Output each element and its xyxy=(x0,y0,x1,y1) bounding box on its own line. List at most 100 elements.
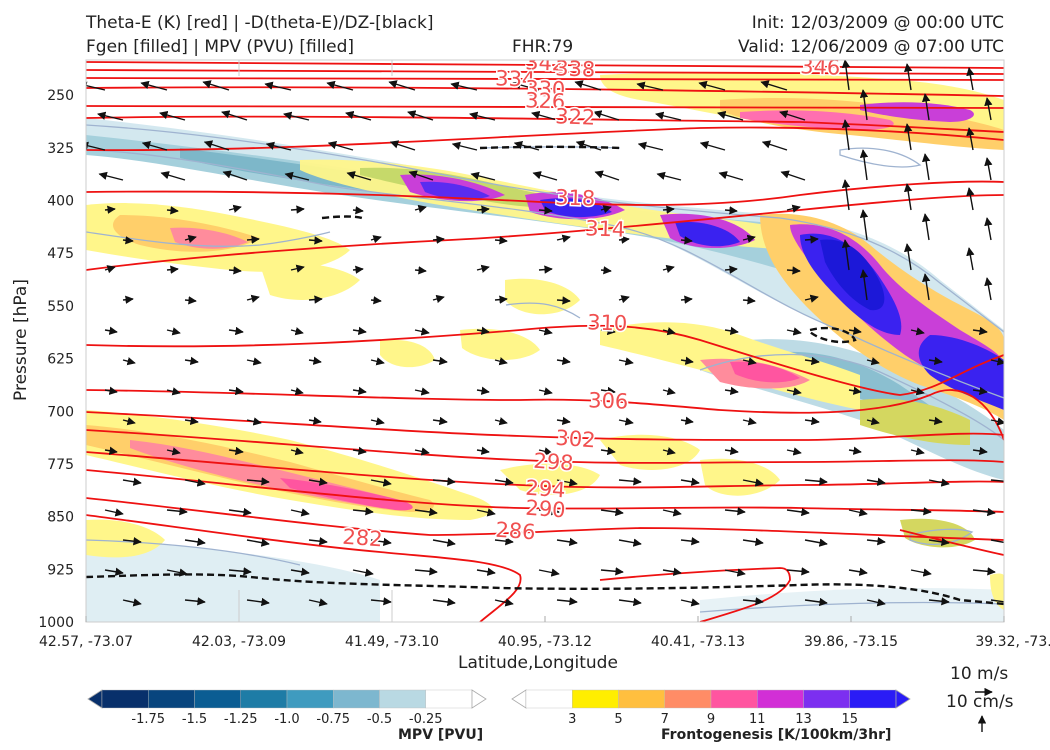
fgen-colorbar-swatch xyxy=(710,689,758,709)
wind-vector xyxy=(326,80,354,91)
wind-vector xyxy=(786,567,810,576)
wind-vector xyxy=(308,536,328,546)
fgen-colorbar-swatch xyxy=(572,689,619,709)
wind-vector xyxy=(662,567,682,576)
wind-vector xyxy=(346,171,372,181)
mpv-colorbar-tick: -1.75 xyxy=(131,712,165,727)
wind-vector xyxy=(389,140,416,151)
wind-vector xyxy=(494,477,514,486)
wind-vector xyxy=(966,187,975,211)
wind-vector xyxy=(538,206,553,215)
wind-vector xyxy=(414,447,430,456)
wind-vector xyxy=(283,111,310,121)
wind-vector xyxy=(476,264,490,273)
wind-vector xyxy=(246,597,270,607)
wind-vector xyxy=(494,536,514,546)
theta-e-label: 314 xyxy=(585,216,626,241)
y-tick-label: 250 xyxy=(47,88,74,104)
wind-vector xyxy=(990,599,1004,603)
wind-vector xyxy=(574,80,602,91)
theta-e-label: 294 xyxy=(525,476,567,503)
wind-vector xyxy=(512,80,540,91)
fgen-colorbar-swatch xyxy=(757,689,804,709)
wind-vector xyxy=(432,235,445,244)
wind-vector xyxy=(618,357,634,366)
wind-vector xyxy=(476,567,496,576)
wind-vector xyxy=(966,67,975,91)
wind-vector xyxy=(290,327,304,336)
wind-vector xyxy=(984,217,993,241)
wind-vector xyxy=(984,97,993,121)
wind-vector xyxy=(290,205,305,214)
wind-vector xyxy=(618,295,630,304)
fgen-colorbar-label: Frontogenesis [K/100km/3hr] xyxy=(661,727,892,743)
wind-vector xyxy=(966,127,975,151)
wind-vector xyxy=(228,446,244,456)
wind-vector xyxy=(451,141,478,151)
fgen-colorbar-tick: 5 xyxy=(614,712,622,727)
wind-vector xyxy=(972,567,996,576)
wind-vector xyxy=(432,477,456,486)
wind-vector xyxy=(618,538,642,547)
wind-vector xyxy=(432,597,456,607)
x-axis-label: Latitude,Longitude xyxy=(458,653,618,673)
x-tick-label: 39.86, -73.15 xyxy=(804,634,898,650)
wind-vector xyxy=(202,80,230,91)
wind-vector xyxy=(804,356,820,366)
wind-vector xyxy=(662,327,676,336)
wind-vector xyxy=(760,80,788,91)
wind-vector xyxy=(476,446,490,455)
wind-vector xyxy=(618,477,642,486)
wind-vector xyxy=(804,416,820,426)
mpv-colorbar-swatch xyxy=(286,689,334,709)
wind-vector xyxy=(724,265,738,274)
wind-vector xyxy=(680,536,700,546)
y-tick-label: 775 xyxy=(47,457,74,473)
wind-vector xyxy=(556,416,571,426)
wind-vector xyxy=(921,153,931,181)
y-tick-label: 700 xyxy=(47,404,74,420)
wind-vector xyxy=(637,141,664,151)
wind-vector xyxy=(104,326,118,335)
wind-vector xyxy=(308,295,323,304)
wind-vector xyxy=(903,63,913,91)
wind-vector xyxy=(928,478,950,487)
wind-vector xyxy=(786,266,801,275)
wind-vector xyxy=(469,111,496,121)
init-time: Init: 12/03/2009 @ 00:00 UTC xyxy=(751,13,1004,33)
wind-vector xyxy=(972,326,988,336)
wind-vector xyxy=(990,539,1004,544)
wind-vector xyxy=(662,387,676,396)
wind-vector xyxy=(86,81,106,91)
wind-vector xyxy=(352,507,374,516)
fgen-colorbar-tick: 3 xyxy=(568,712,576,727)
wind-vector xyxy=(636,81,664,91)
wind-vector xyxy=(680,598,700,607)
fgen-colorbar-tick: 15 xyxy=(841,712,858,727)
wind-vector xyxy=(600,567,624,576)
wind-vector xyxy=(370,537,392,547)
wind-vector xyxy=(903,123,913,151)
mpv-colorbar-tick: -1.0 xyxy=(274,712,299,727)
wind-vector xyxy=(972,386,988,396)
y-tick-label: 400 xyxy=(47,194,74,210)
wind-vector xyxy=(308,598,328,607)
wind-vector xyxy=(228,386,244,396)
wind-vector xyxy=(476,386,490,395)
wind-vector xyxy=(556,537,578,547)
wind-vector xyxy=(122,536,142,546)
wind-vector xyxy=(538,327,553,336)
wind-vector xyxy=(476,205,490,214)
wind-vector xyxy=(308,236,323,245)
wind-vector xyxy=(680,477,700,486)
fgen-colorbar-tick: 11 xyxy=(749,712,766,727)
wind-vector xyxy=(246,357,262,366)
wind-vector xyxy=(370,478,392,487)
theta-e-label: 310 xyxy=(587,310,628,335)
wind-vector xyxy=(246,235,260,244)
wind-vector xyxy=(246,417,262,426)
wind-vector xyxy=(494,236,508,245)
wind-vector xyxy=(742,597,764,606)
theta-e-label: 346 xyxy=(800,54,841,79)
wind-vector xyxy=(290,264,305,273)
